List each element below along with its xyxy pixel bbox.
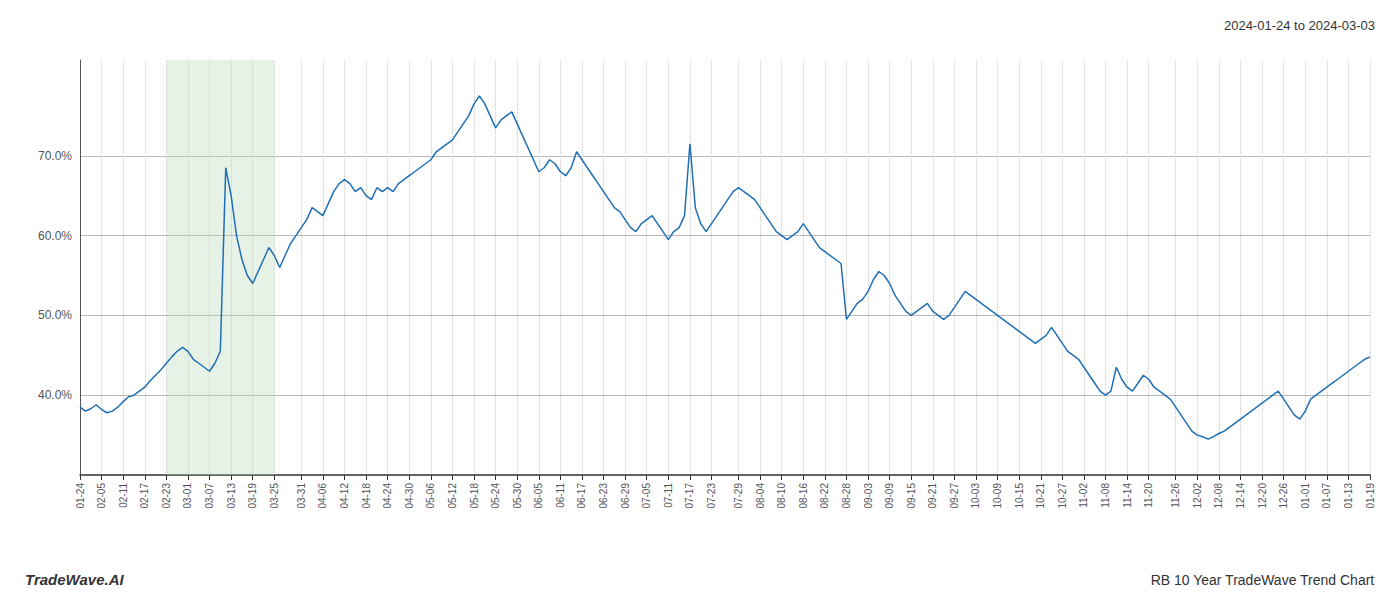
svg-text:07-11: 07-11 [663, 483, 674, 508]
svg-text:05-06: 05-06 [425, 483, 436, 509]
svg-text:05-24: 05-24 [490, 483, 501, 509]
svg-text:09-21: 09-21 [927, 483, 938, 509]
svg-text:01-01: 01-01 [1300, 483, 1311, 509]
svg-text:08-04: 08-04 [755, 483, 766, 509]
svg-text:09-27: 09-27 [949, 483, 960, 509]
svg-text:12-08: 12-08 [1213, 483, 1224, 509]
svg-text:04-30: 04-30 [404, 483, 415, 509]
svg-text:08-28: 08-28 [841, 483, 852, 509]
svg-text:50.0%: 50.0% [38, 308, 72, 322]
svg-text:01-24: 01-24 [75, 483, 86, 509]
svg-text:10-03: 10-03 [970, 483, 981, 509]
svg-text:05-12: 05-12 [447, 483, 458, 509]
svg-text:04-06: 04-06 [317, 483, 328, 509]
svg-text:RB 10 Year TradeWave Trend Cha: RB 10 Year TradeWave Trend Chart [1151, 572, 1375, 588]
svg-text:12-26: 12-26 [1278, 483, 1289, 509]
svg-text:03-25: 03-25 [269, 483, 280, 509]
svg-text:12-02: 12-02 [1192, 483, 1203, 509]
svg-text:04-18: 04-18 [361, 483, 372, 509]
svg-text:12-20: 12-20 [1257, 483, 1268, 509]
svg-text:10-09: 10-09 [992, 483, 1003, 509]
svg-text:TradeWave.AI: TradeWave.AI [25, 571, 124, 588]
svg-text:02-05: 02-05 [96, 483, 107, 509]
svg-text:07-17: 07-17 [684, 483, 695, 509]
svg-text:09-15: 09-15 [906, 483, 917, 509]
svg-text:03-19: 03-19 [247, 483, 258, 509]
svg-text:06-17: 06-17 [576, 483, 587, 509]
svg-text:03-07: 03-07 [204, 483, 215, 509]
svg-text:06-05: 06-05 [533, 483, 544, 509]
svg-text:12-14: 12-14 [1235, 483, 1246, 509]
svg-text:02-17: 02-17 [139, 483, 150, 509]
svg-text:01-19: 01-19 [1365, 483, 1376, 509]
svg-text:11-20: 11-20 [1143, 483, 1154, 508]
svg-text:11-26: 11-26 [1170, 483, 1181, 508]
svg-text:10-21: 10-21 [1035, 483, 1046, 509]
svg-text:06-23: 06-23 [598, 483, 609, 509]
svg-text:04-12: 04-12 [339, 483, 350, 509]
svg-text:07-05: 07-05 [641, 483, 652, 509]
svg-text:70.0%: 70.0% [38, 149, 72, 163]
svg-text:09-03: 09-03 [863, 483, 874, 509]
svg-text:03-13: 03-13 [226, 483, 237, 509]
svg-text:07-29: 07-29 [733, 483, 744, 509]
svg-text:06-11: 06-11 [555, 483, 566, 508]
svg-text:09-09: 09-09 [884, 483, 895, 509]
svg-text:04-24: 04-24 [382, 483, 393, 509]
svg-text:01-07: 01-07 [1321, 483, 1332, 509]
svg-text:08-10: 08-10 [776, 483, 787, 509]
svg-text:10-27: 10-27 [1057, 483, 1068, 509]
svg-text:05-18: 05-18 [469, 483, 480, 509]
svg-text:08-16: 08-16 [798, 483, 809, 509]
svg-text:05-30: 05-30 [512, 483, 523, 509]
svg-text:08-22: 08-22 [819, 483, 830, 509]
svg-text:02-23: 02-23 [161, 483, 172, 509]
svg-text:40.0%: 40.0% [38, 388, 72, 402]
svg-text:11-14: 11-14 [1122, 483, 1133, 508]
svg-text:07-23: 07-23 [706, 483, 717, 509]
svg-text:02-11: 02-11 [118, 483, 129, 508]
svg-text:01-13: 01-13 [1343, 483, 1354, 509]
svg-text:11-02: 11-02 [1078, 483, 1089, 508]
svg-text:03-31: 03-31 [296, 483, 307, 509]
svg-text:03-01: 03-01 [182, 483, 193, 509]
svg-text:11-08: 11-08 [1100, 483, 1111, 508]
svg-text:2024-01-24 to 2024-03-03: 2024-01-24 to 2024-03-03 [1224, 18, 1375, 33]
svg-text:60.0%: 60.0% [38, 229, 72, 243]
svg-text:10-15: 10-15 [1014, 483, 1025, 509]
svg-text:06-29: 06-29 [620, 483, 631, 509]
